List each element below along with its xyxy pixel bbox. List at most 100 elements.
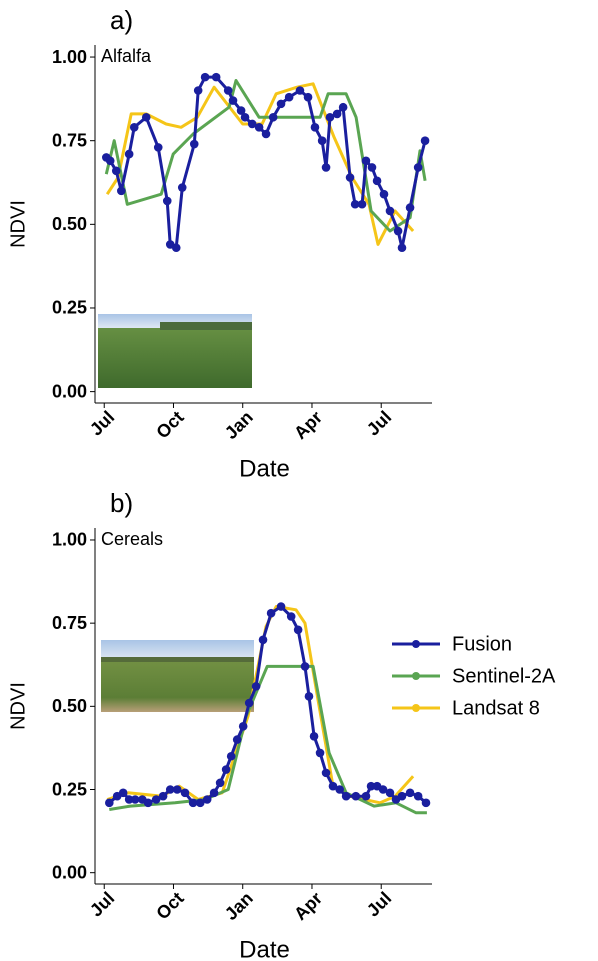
data-point bbox=[351, 791, 361, 801]
data-point bbox=[393, 226, 403, 236]
data-point bbox=[221, 765, 231, 774]
x-tick-label: Oct bbox=[152, 888, 187, 923]
data-point bbox=[228, 96, 238, 105]
data-point bbox=[315, 748, 325, 758]
data-point bbox=[251, 682, 261, 691]
data-point bbox=[236, 106, 246, 115]
data-point bbox=[372, 176, 382, 186]
x-tick-label: Apr bbox=[290, 888, 326, 924]
data-point bbox=[195, 798, 205, 808]
series-line bbox=[104, 79, 427, 233]
data-point bbox=[180, 788, 190, 798]
data-point bbox=[317, 136, 327, 145]
data-point bbox=[151, 795, 161, 804]
data-point bbox=[328, 781, 338, 791]
x-axis-label: Date bbox=[239, 455, 290, 482]
data-point bbox=[321, 163, 331, 172]
x-tick-label: Jul bbox=[86, 888, 119, 921]
y-tick-label: 0.25 bbox=[52, 779, 87, 799]
data-point bbox=[238, 721, 248, 731]
data-point bbox=[276, 99, 286, 109]
data-point bbox=[209, 788, 219, 798]
data-point bbox=[266, 608, 276, 618]
data-point bbox=[111, 166, 121, 176]
legend-marker bbox=[412, 704, 420, 712]
x-tick-label: Apr bbox=[290, 407, 326, 443]
data-point bbox=[341, 791, 351, 801]
data-point bbox=[295, 86, 305, 95]
data-point bbox=[397, 791, 407, 801]
data-point bbox=[303, 92, 313, 102]
data-point bbox=[188, 798, 198, 808]
series-line bbox=[105, 75, 427, 250]
legend-label: Fusion bbox=[452, 633, 512, 655]
data-point bbox=[405, 203, 415, 212]
data-point bbox=[118, 788, 128, 798]
data-point bbox=[286, 612, 296, 621]
data-point bbox=[244, 698, 254, 708]
legend-label: Sentinel-2A bbox=[452, 665, 556, 687]
data-point bbox=[366, 781, 376, 791]
data-point bbox=[215, 778, 225, 788]
y-axis-label: NDVI bbox=[7, 682, 29, 730]
data-point bbox=[345, 173, 355, 182]
data-point bbox=[350, 199, 360, 209]
y-axis-label: NDVI bbox=[7, 200, 29, 248]
data-point bbox=[385, 788, 395, 798]
data-point bbox=[105, 798, 114, 808]
data-point bbox=[193, 86, 203, 95]
data-point bbox=[165, 785, 175, 794]
data-point bbox=[162, 196, 172, 206]
data-point bbox=[158, 791, 168, 801]
x-tick-label: Jan bbox=[221, 407, 257, 443]
legend-marker bbox=[412, 640, 420, 648]
y-tick-label: 1.00 bbox=[52, 47, 87, 67]
data-point bbox=[268, 112, 278, 122]
data-point bbox=[177, 183, 187, 192]
panel-title: a) bbox=[110, 5, 133, 35]
data-point bbox=[261, 129, 271, 139]
data-point bbox=[361, 791, 371, 801]
data-point bbox=[105, 156, 115, 166]
annotation: Alfalfa bbox=[101, 46, 152, 66]
annotation: Cereals bbox=[101, 529, 163, 549]
data-point bbox=[405, 788, 415, 798]
legend-label: Landsat 8 bbox=[452, 697, 540, 719]
y-tick-label: 0.50 bbox=[52, 214, 87, 234]
x-tick-label: Jul bbox=[363, 888, 396, 921]
data-point bbox=[338, 102, 348, 112]
data-point bbox=[293, 625, 303, 635]
data-point bbox=[124, 795, 134, 804]
y-tick-label: 0.00 bbox=[52, 381, 87, 401]
data-point bbox=[385, 206, 395, 216]
x-tick-label: Jan bbox=[221, 888, 257, 924]
data-point bbox=[258, 635, 268, 645]
data-point bbox=[378, 785, 388, 794]
data-point bbox=[124, 149, 134, 159]
data-point bbox=[325, 112, 335, 122]
data-point bbox=[129, 123, 139, 132]
data-point bbox=[211, 72, 221, 82]
y-tick-label: 0.75 bbox=[52, 613, 87, 633]
data-point bbox=[172, 785, 182, 794]
data-point bbox=[130, 795, 140, 804]
data-point bbox=[232, 735, 242, 744]
x-tick-label: Oct bbox=[152, 407, 187, 442]
x-axis-label: Date bbox=[239, 936, 290, 961]
y-tick-label: 0.75 bbox=[52, 130, 87, 150]
data-point bbox=[413, 163, 423, 172]
x-tick-label: Jul bbox=[363, 407, 396, 440]
data-point bbox=[284, 92, 294, 102]
data-point bbox=[223, 86, 233, 95]
data-point bbox=[171, 243, 181, 253]
data-point bbox=[200, 72, 210, 82]
data-point bbox=[202, 795, 212, 804]
panel-title: b) bbox=[110, 488, 133, 518]
data-point bbox=[300, 662, 310, 671]
data-point bbox=[153, 143, 163, 152]
data-point bbox=[309, 731, 319, 741]
data-point bbox=[304, 692, 314, 701]
data-point bbox=[420, 136, 430, 145]
data-point bbox=[361, 156, 371, 166]
